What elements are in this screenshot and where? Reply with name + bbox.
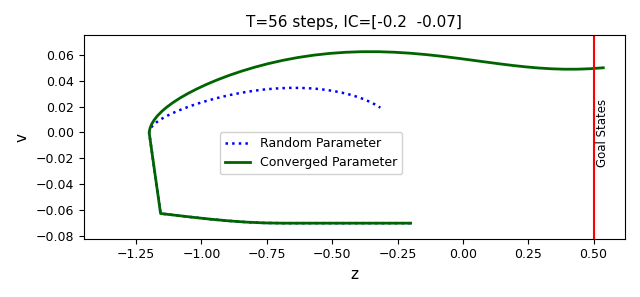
Title: T=56 steps, IC=[-0.2  -0.07]: T=56 steps, IC=[-0.2 -0.07] <box>246 15 462 30</box>
Converged Parameter <box>173 214 180 217</box>
Converged Parameter <box>297 221 305 225</box>
Converged Parameter <box>407 221 415 225</box>
Converged Parameter <box>535 66 543 70</box>
Text: Goal States: Goal States <box>596 98 609 167</box>
Converged Parameter <box>225 219 232 223</box>
Random Parameter <box>212 97 220 100</box>
Legend: Random Parameter, Converged Parameter: Random Parameter, Converged Parameter <box>220 132 402 174</box>
Random Parameter <box>376 106 384 109</box>
Random Parameter <box>277 86 285 90</box>
Line: Converged Parameter: Converged Parameter <box>149 52 604 223</box>
Random Parameter <box>407 221 415 225</box>
Line: Random Parameter: Random Parameter <box>149 88 411 223</box>
Random Parameter <box>388 221 396 225</box>
Y-axis label: v: v <box>15 132 30 142</box>
Converged Parameter <box>158 110 166 113</box>
Random Parameter <box>286 86 294 90</box>
Random Parameter <box>192 102 200 106</box>
Random Parameter <box>150 123 158 126</box>
Converged Parameter <box>374 50 382 53</box>
Converged Parameter <box>586 67 594 70</box>
X-axis label: z: z <box>350 267 358 282</box>
Random Parameter <box>227 93 234 97</box>
Converged Parameter <box>600 66 607 69</box>
